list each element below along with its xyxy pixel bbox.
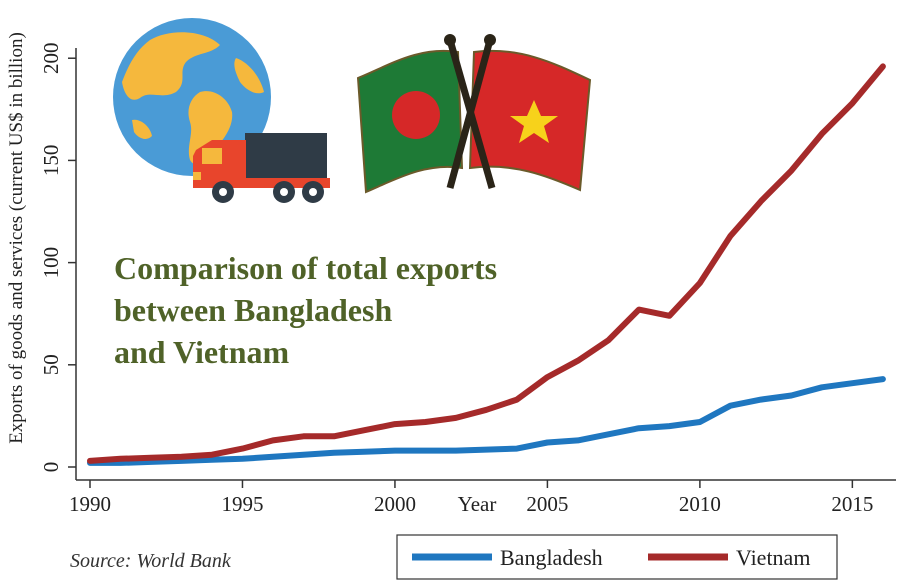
legend: Bangladesh Vietnam [396, 534, 838, 580]
source-note: Source: World Bank [70, 550, 232, 572]
x-tick-label: 2010 [679, 492, 721, 516]
series-group [87, 63, 886, 466]
chart-title-line-1: Comparison of total exports [114, 250, 497, 286]
crossed-flags-icon [356, 34, 592, 194]
y-tick-label: 200 [39, 42, 63, 74]
legend-label-vietnam: Vietnam [736, 545, 810, 570]
legend-label-bangladesh: Bangladesh [500, 545, 603, 570]
chart-title-line-3: and Vietnam [114, 334, 289, 370]
x-tick-label: 1990 [69, 492, 111, 516]
x-axis-title: Year [458, 492, 497, 516]
series-line-vietnam [87, 63, 886, 464]
y-tick-label: 150 [39, 145, 63, 177]
x-tick-label: 2000 [374, 492, 416, 516]
globe-icon [113, 18, 271, 176]
y-ticks: 0 50 100 150 200 [39, 42, 76, 472]
truck-icon [193, 133, 330, 203]
chart-title-line-2: between Bangladesh [114, 292, 392, 328]
y-axis-title: Exports of goods and services (current U… [6, 32, 27, 444]
y-tick-label: 100 [39, 247, 63, 279]
y-tick-label: 50 [39, 354, 63, 375]
x-tick-label: 1995 [221, 492, 263, 516]
series-line-bangladesh [87, 376, 886, 466]
x-ticks: 1990 1995 2000 2005 2010 2015 [69, 480, 873, 516]
x-tick-label: 2005 [526, 492, 568, 516]
y-tick-label: 0 [39, 462, 63, 473]
x-tick-label: 2015 [831, 492, 873, 516]
